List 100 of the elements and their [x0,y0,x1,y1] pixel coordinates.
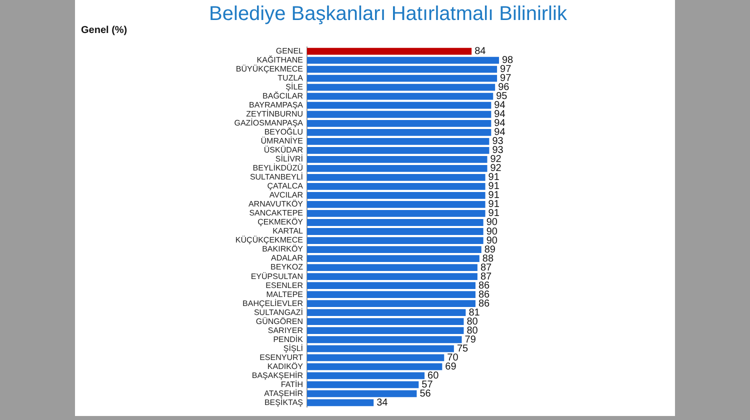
bar [307,48,472,55]
data-label: 80 [466,316,478,328]
bar [307,228,484,235]
data-label: 93 [492,136,504,148]
y-tick-label: GENEL [276,46,304,56]
bar [307,192,486,199]
data-label: 92 [490,154,502,166]
data-label: 86 [478,298,490,310]
data-label: 91 [488,181,500,192]
data-label: 92 [490,163,502,174]
data-label: 94 [494,109,506,120]
bar [307,92,494,100]
data-label: 94 [494,118,506,130]
chart-title: Belediye Başkanları Hatırlatmalı Bilinirlik [208,3,568,26]
bar [307,309,466,316]
y-tick-label: AVCILAR [269,190,304,200]
bar [307,327,464,334]
bar [307,66,498,73]
bar [307,318,464,326]
y-tick-label: EYÜPSULTAN [250,272,304,281]
y-tick-label: ÜSKÜDAR [264,146,304,155]
y-tick-label: MALTEPE [266,290,303,299]
bar [307,255,480,262]
y-tick-label: BAHÇELİEVLER [242,298,304,308]
y-tick-label: ESENYURT [260,352,304,362]
data-label: 81 [468,307,480,318]
data-label: 94 [494,100,506,112]
bar [307,183,486,190]
data-label: 87 [480,262,492,274]
bar [307,372,425,380]
y-tick-label: PENDİK [273,334,304,344]
y-tick-label: BEYLİKDÜZÜ [252,164,304,173]
data-label: 79 [464,334,476,346]
y-tick-label: KADIKÖY [267,362,304,371]
y-tick-label: ŞİŞLİ [283,344,303,353]
y-tick-label: BAYRAMPAŞA [249,100,304,110]
bar [307,390,417,398]
y-tick-label: TUZLA [278,74,304,83]
bar [307,120,492,127]
y-tick-label: SANCAKTEPE [249,208,303,218]
bar [307,128,492,136]
y-tick-label: FATİH [280,380,304,389]
data-label: 91 [488,208,500,220]
bar [307,345,454,352]
data-label: 90 [486,217,498,228]
data-label: 87 [480,271,492,282]
data-label: 56 [420,388,432,400]
y-tick-label: SARIYER [268,326,304,335]
data-label: 84 [474,46,486,58]
y-tick-label: SİLİVRİ [275,154,303,164]
bar [307,146,490,154]
y-tick-label: BEŞİKTAŞ [264,398,303,407]
bar [307,291,476,298]
bar [307,363,442,370]
bar [307,56,499,64]
y-tick-label: KARTAL [272,226,304,236]
data-label: 80 [466,325,478,336]
data-label: 69 [445,361,457,372]
bar [307,273,478,280]
y-tick-label: BAŞAKŞEHİR [252,370,304,380]
data-label: 70 [447,352,459,364]
y-tick-label: ADALAR [270,254,304,263]
y-tick-label: ÇEKMEKÖY [258,218,304,227]
data-label: 88 [482,253,494,264]
bar [307,381,419,388]
bar [307,174,486,181]
y-tick-label: SULTANGAZİ [254,308,303,317]
bar [307,399,374,406]
y-tick-label: ESENLER [266,280,304,290]
y-tick-label: KÜÇÜKÇEKMECE [235,236,303,245]
bar [307,210,486,217]
data-label: 57 [422,379,434,390]
data-label: 98 [502,55,514,66]
data-label: 96 [498,82,510,94]
bar [307,110,492,118]
data-label: 91 [488,190,500,202]
data-label: 60 [428,370,440,382]
data-label: 90 [486,226,498,238]
data-label: 91 [488,199,500,210]
data-label: 95 [496,91,508,102]
bar [307,264,478,271]
y-tick-label: BÜYÜKÇEKMECE [236,64,303,74]
data-label: 97 [500,73,512,84]
y-tick-label: GAZİOSMANPAŞA [234,118,304,128]
bar [307,354,444,362]
bar [307,282,476,290]
y-tick-label: BAKIRKÖY [262,244,304,254]
bar [307,84,496,91]
y-tick-label: KAĞITHANE [256,56,303,65]
y-tick-label: ÜMRANİYE [260,136,303,146]
data-label: 75 [456,343,468,354]
bar [307,201,486,208]
y-tick-label: ZEYTİNBURNU [246,110,304,119]
bar [307,219,484,226]
data-label: 93 [492,145,504,156]
y-tick-label: BEYOĞLU [264,128,304,137]
data-label: 34 [376,397,388,408]
bar [307,246,482,253]
y-tick-label: ARNAVUTKÖY [248,200,304,209]
bar [307,300,476,308]
